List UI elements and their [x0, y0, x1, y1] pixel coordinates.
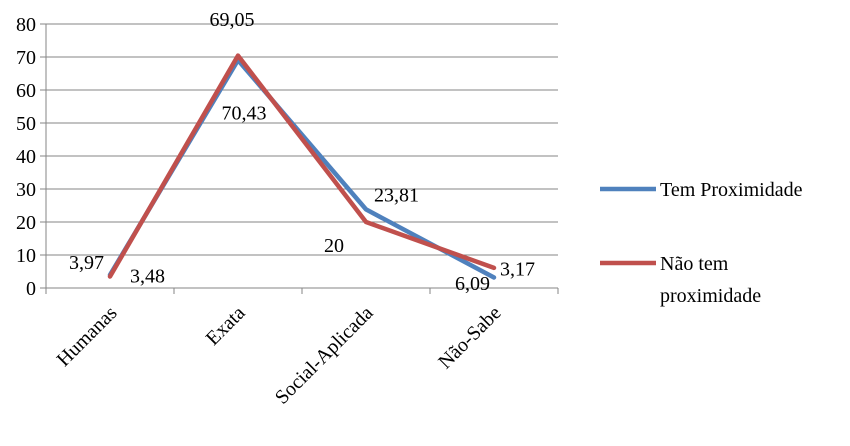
- x-category-label: Não-Sabe: [434, 302, 505, 373]
- series-line-1: [107, 53, 497, 279]
- legend-label-tem-proximidade: Tem Proximidade: [660, 179, 803, 201]
- data-label: 69,05: [210, 9, 255, 31]
- legend-label-nao-tem-line2: proximidade: [660, 285, 761, 307]
- gridlines: [46, 23, 558, 256]
- axes: [40, 23, 559, 294]
- legend-label-nao-tem-line1: Não tem: [660, 253, 729, 275]
- x-category-label: Humanas: [53, 302, 122, 371]
- legend: Tem Proximidade Não tem proximidade: [600, 179, 803, 307]
- y-tick-label: 50: [16, 113, 36, 135]
- y-tick-label: 10: [16, 245, 36, 267]
- data-label: 3,17: [500, 259, 535, 281]
- data-label: 3,48: [130, 266, 165, 288]
- series-lines: [107, 53, 497, 280]
- data-label: 70,43: [222, 103, 267, 125]
- x-axis-category-labels: Humanas Exata Social-Aplicada Não-Sabe: [53, 302, 506, 409]
- y-tick-label: 40: [16, 146, 36, 168]
- data-label: 20: [324, 235, 344, 257]
- data-labels: 3,97 69,05 23,81 3,17 3,48 70,43 20 6,09: [69, 9, 535, 295]
- y-tick-label: 60: [16, 80, 36, 102]
- y-tick-label: 0: [26, 278, 36, 300]
- data-label: 6,09: [455, 273, 490, 295]
- x-category-label: Exata: [202, 302, 250, 350]
- data-label: 3,97: [69, 252, 104, 274]
- y-axis-tick-labels: 0 10 20 30 40 50 60 70 80: [16, 14, 36, 300]
- y-tick-label: 20: [16, 212, 36, 234]
- x-category-label: Social-Aplicada: [271, 302, 378, 409]
- y-tick-label: 70: [16, 47, 36, 69]
- y-tick-label: 30: [16, 179, 36, 201]
- data-label: 23,81: [374, 184, 419, 206]
- y-tick-label: 80: [16, 14, 36, 36]
